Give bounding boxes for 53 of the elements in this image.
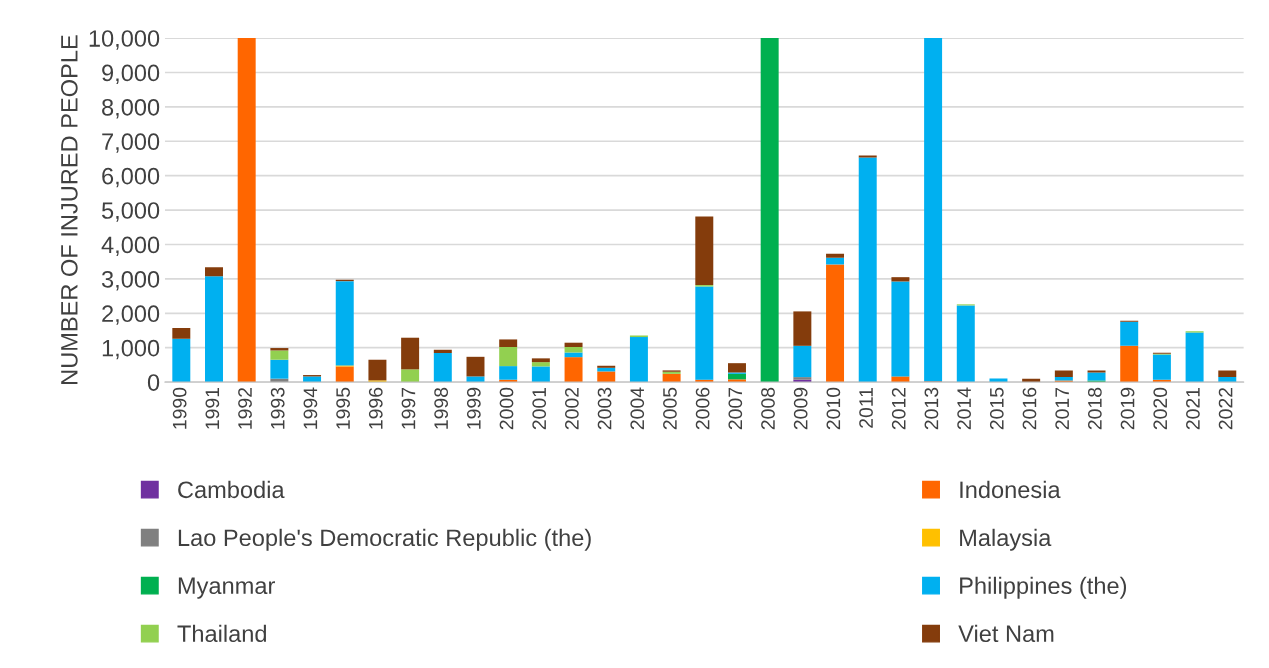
x-tick-label: 1999 <box>466 387 481 429</box>
x-tick-label: 2021 <box>1186 387 1200 430</box>
x-tick-label: 1992 <box>238 387 252 429</box>
x-tick-label: 1993 <box>270 387 285 429</box>
legend-label: Thailand <box>177 624 266 643</box>
x-tick-label: 2005 <box>663 387 677 430</box>
x-tick-label: 1991 <box>205 387 220 429</box>
y-tick-label: 8,000 <box>102 98 160 119</box>
x-tick-label: 2009 <box>793 387 808 430</box>
x-tick-label: 2016 <box>1022 387 1037 430</box>
y-tick-label: 3,000 <box>101 270 160 291</box>
x-tick-label: 2020 <box>1153 387 1168 430</box>
y-tick-label: 9,000 <box>102 64 160 85</box>
x-tick-label: 2006 <box>695 387 710 430</box>
legend-label: Malaysia <box>960 528 1052 551</box>
x-tick-label: 2019 <box>1120 387 1135 430</box>
y-tick-label: 0 <box>147 374 160 391</box>
x-tick-label: 2018 <box>1087 387 1102 430</box>
legend-label: Viet Nam <box>958 624 1054 643</box>
y-tick-label: 5,000 <box>101 202 160 222</box>
x-tick-label: 1997 <box>401 387 416 429</box>
x-tick-label: 1998 <box>434 387 449 429</box>
legend-label: Philippines (the) <box>960 576 1127 599</box>
x-tick-label: 2017 <box>1055 387 1070 430</box>
legend-label: Indonesia <box>960 480 1061 499</box>
x-tick-label: 2014 <box>957 387 972 430</box>
x-tick-label: 2010 <box>826 387 841 430</box>
x-tick-label: 2000 <box>499 387 514 430</box>
x-tick-label: 2004 <box>630 387 645 430</box>
legend-label: Lao People's Democratic Republic (the) <box>178 528 591 551</box>
legend-label: Myanmar <box>178 577 275 599</box>
x-tick-label: 2022 <box>1218 387 1233 430</box>
x-tick-label: 1994 <box>303 387 318 429</box>
x-tick-label: 2012 <box>891 387 906 430</box>
x-tick-label: 2013 <box>924 387 939 430</box>
x-tick-label: 1990 <box>172 387 187 429</box>
y-tick-label: 10,000 <box>89 30 160 50</box>
x-tick-label: 2003 <box>597 387 612 430</box>
y-tick-label: 6,000 <box>102 167 160 188</box>
y-tick-label: 7,000 <box>102 133 160 153</box>
y-tick-label: 4,000 <box>101 236 160 257</box>
y-axis-title: NUMBER OF INJURED PEOPLE <box>60 35 78 384</box>
x-tick-label: 2001 <box>532 387 547 430</box>
y-tick-label: 2,000 <box>102 305 160 325</box>
legend-label: Cambodia <box>178 480 285 499</box>
x-tick-label: 2008 <box>761 387 775 430</box>
y-tick-label: 1,000 <box>102 339 160 360</box>
x-tick-label: 1995 <box>336 387 350 429</box>
x-tick-label: 2002 <box>565 387 579 430</box>
x-tick-label: 2015 <box>989 387 1004 430</box>
x-tick-label: 2007 <box>728 387 743 430</box>
x-tick-label: 2011 <box>859 387 873 428</box>
x-tick-label: 1996 <box>368 387 383 429</box>
